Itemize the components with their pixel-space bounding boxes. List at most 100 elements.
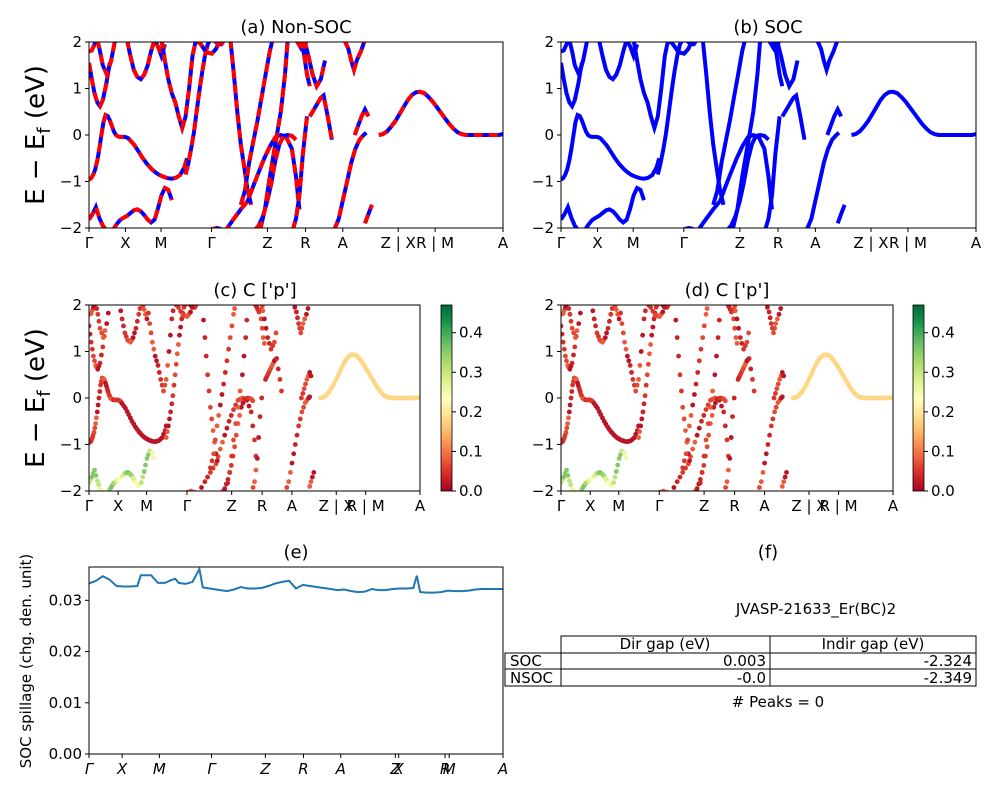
band-line-soc (763, 116, 782, 228)
projected-band-point (250, 423, 256, 429)
panel-a-xtick-label: X (120, 234, 130, 252)
projected-band-point (168, 332, 173, 338)
projected-band-point (292, 305, 298, 310)
projected-band-point (248, 409, 254, 415)
projected-band-point (299, 325, 305, 331)
projected-band-point (259, 305, 265, 309)
panel-a-ytick-label: −2 (60, 219, 82, 237)
band-line-overlay (253, 132, 298, 228)
projected-band-point (709, 413, 715, 418)
panel-d-yticks: −2 −1 0 1 2 (532, 296, 561, 500)
band-line-soc (680, 132, 774, 228)
panel-d-ytick-label: −1 (532, 436, 554, 454)
projected-band-point (692, 392, 697, 397)
band-line-soc (631, 42, 670, 136)
projected-band-point (240, 372, 245, 378)
projected-band-point (722, 423, 728, 429)
projected-band-point (292, 442, 298, 447)
panel-d-colorbar-ticks: 0.0 0.1 0.2 0.3 0.4 (924, 324, 955, 500)
colorbar-tick-label: 0.0 (459, 482, 483, 500)
projected-band-point (561, 346, 567, 352)
projected-band-point (577, 491, 582, 496)
projected-band-point (91, 353, 96, 359)
panel-e-ytick-label: 0.03 (49, 591, 82, 609)
projected-band-point (102, 492, 107, 497)
band-line-overlay (89, 185, 174, 228)
panel-b-xtick-label: X (592, 234, 602, 252)
panel-d-xtick-label: Γ (557, 497, 566, 515)
projected-band-point (731, 316, 736, 322)
projected-band-point (637, 363, 643, 368)
projected-band-point (92, 425, 98, 431)
projected-band-point (94, 478, 100, 484)
projected-band-point (564, 467, 569, 473)
projected-band-point (141, 469, 147, 474)
panel-f-title: (f) (758, 542, 778, 563)
projected-band-point (722, 398, 728, 404)
projected-band-point (716, 317, 722, 323)
colorbar-tick-label: 0.2 (931, 403, 955, 421)
projected-band-point (636, 377, 641, 382)
band-line-soc (561, 185, 646, 228)
projected-band-point (201, 317, 206, 323)
projected-band-point (155, 363, 161, 368)
projected-band-point (673, 305, 676, 306)
projected-band-point (233, 432, 239, 438)
projected-band-point (683, 428, 688, 433)
projected-band-point (89, 339, 94, 345)
panel-b-xtick-label: A (810, 234, 821, 252)
projected-band-point (170, 393, 176, 399)
projected-band-point (744, 339, 750, 345)
projected-band-point (178, 324, 184, 330)
band-line-soc (730, 42, 763, 228)
panel-c-xtick-label: Γ (85, 497, 94, 515)
band-line-soc (667, 42, 694, 56)
projected-band-point (736, 325, 741, 331)
row-nsoc-indir: -2.349 (924, 669, 972, 687)
projected-band-point (690, 446, 696, 452)
projected-band-point (303, 381, 308, 387)
projected-band-point (633, 431, 639, 437)
projected-band-point (169, 401, 175, 407)
panel-b-xtick-label: Z | X (853, 234, 888, 252)
band-line-overlay (125, 42, 167, 82)
projected-band-point (176, 342, 181, 347)
projected-band-point (150, 339, 155, 345)
projected-band-point (569, 389, 575, 394)
panel-e-xtick-label: R (298, 760, 308, 778)
projected-band-point (567, 311, 573, 317)
panel-a-xtick-label: M (155, 234, 168, 252)
projected-band-point (623, 346, 629, 352)
panel-c-xtick-label: A (287, 497, 298, 515)
projected-band-point (189, 305, 195, 310)
projected-band-point (767, 432, 772, 438)
projected-band-point (260, 305, 262, 306)
projected-band-point (92, 467, 97, 473)
panel-a-title: (a) Non-SOC (240, 17, 351, 38)
row-soc-dir: 0.003 (723, 652, 766, 670)
projected-band-point (174, 351, 180, 357)
projected-band-point (97, 360, 103, 366)
panel-b-frame (560, 41, 977, 229)
projected-band-point (608, 311, 614, 317)
projected-band-point (212, 437, 218, 443)
projected-band-point (262, 316, 267, 322)
panel-a-xtick-label: R | M (416, 234, 454, 252)
panel-d-points (561, 305, 893, 496)
band-line-overlay (291, 116, 309, 228)
panel-e-ylabel: SOC spillage (chg. den. unit) (17, 554, 35, 769)
panel-e-xticks: Γ X M Γ Z R A ZX RM A (85, 754, 508, 778)
projected-band-point (640, 332, 645, 338)
projected-band-point (643, 308, 648, 314)
projected-band-point (773, 391, 778, 396)
panel-b-ytick-label: −2 (532, 219, 554, 237)
band-line-soc (835, 204, 847, 224)
projected-band-point (91, 430, 97, 435)
projected-band-point (263, 325, 269, 331)
band-line-overlay (238, 42, 275, 206)
projected-band-point (772, 325, 777, 331)
projected-band-point (286, 479, 292, 485)
projected-band-point (298, 330, 304, 336)
